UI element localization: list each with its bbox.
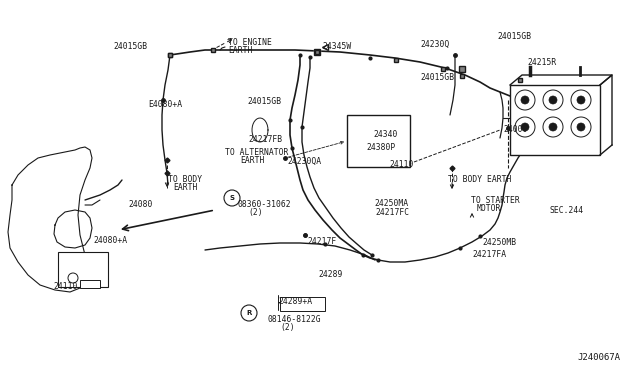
Text: 24250MB: 24250MB	[482, 238, 516, 247]
Bar	[280, 297, 325, 311]
Text: TO BODY: TO BODY	[168, 175, 202, 184]
Text: (2): (2)	[248, 208, 262, 217]
Text: 24217FC: 24217FC	[375, 208, 409, 217]
Text: (2): (2)	[280, 323, 294, 332]
Text: 24080+A: 24080+A	[93, 236, 127, 245]
Text: MOTOR: MOTOR	[477, 204, 501, 213]
Bar	[80, 280, 100, 288]
Text: TO BODY EARTH: TO BODY EARTH	[448, 175, 511, 184]
Text: EARTH: EARTH	[173, 183, 197, 192]
Text: 08360-31062: 08360-31062	[238, 200, 292, 209]
Text: 24217FB: 24217FB	[248, 135, 282, 144]
Text: 24217F: 24217F	[307, 237, 336, 246]
Text: 24015GB: 24015GB	[247, 97, 281, 106]
Text: E4080+A: E4080+A	[148, 100, 182, 109]
Text: 24230Q: 24230Q	[420, 40, 449, 49]
Circle shape	[577, 96, 585, 104]
Text: R: R	[246, 310, 252, 316]
Text: S: S	[230, 195, 234, 201]
Text: 24250MA: 24250MA	[374, 199, 408, 208]
Circle shape	[549, 96, 557, 104]
Text: 24080: 24080	[128, 200, 152, 209]
Text: 24110: 24110	[389, 160, 413, 169]
Text: J240067A: J240067A	[577, 353, 620, 362]
Text: 24230QA: 24230QA	[287, 157, 321, 166]
Text: 24000: 24000	[503, 125, 527, 134]
Text: 24015GB: 24015GB	[420, 73, 454, 82]
Bar	[510, 85, 600, 155]
Text: TO STARTER: TO STARTER	[471, 196, 520, 205]
Text: EARTH: EARTH	[240, 156, 264, 165]
Circle shape	[577, 123, 585, 131]
Text: SEC.244: SEC.244	[550, 206, 584, 215]
Text: TO ALTERNATOR: TO ALTERNATOR	[225, 148, 289, 157]
Text: 24345W: 24345W	[322, 42, 351, 51]
Text: 24340: 24340	[373, 130, 397, 139]
Circle shape	[521, 123, 529, 131]
Text: 24110: 24110	[53, 282, 77, 291]
Text: TO ENGINE: TO ENGINE	[228, 38, 272, 47]
Bar	[58, 252, 108, 287]
Circle shape	[549, 123, 557, 131]
Text: 24215R: 24215R	[527, 58, 556, 67]
Bar	[347, 115, 410, 167]
Text: 24015GB: 24015GB	[114, 42, 148, 51]
Text: 24380P: 24380P	[366, 143, 396, 152]
Text: 08146-8122G: 08146-8122G	[268, 315, 322, 324]
Text: 24217FA: 24217FA	[472, 250, 506, 259]
Text: 24289+A: 24289+A	[278, 297, 312, 306]
Text: EARTH: EARTH	[228, 46, 252, 55]
Text: 24015GB: 24015GB	[497, 32, 531, 41]
Circle shape	[521, 96, 529, 104]
Text: 24289: 24289	[318, 270, 342, 279]
